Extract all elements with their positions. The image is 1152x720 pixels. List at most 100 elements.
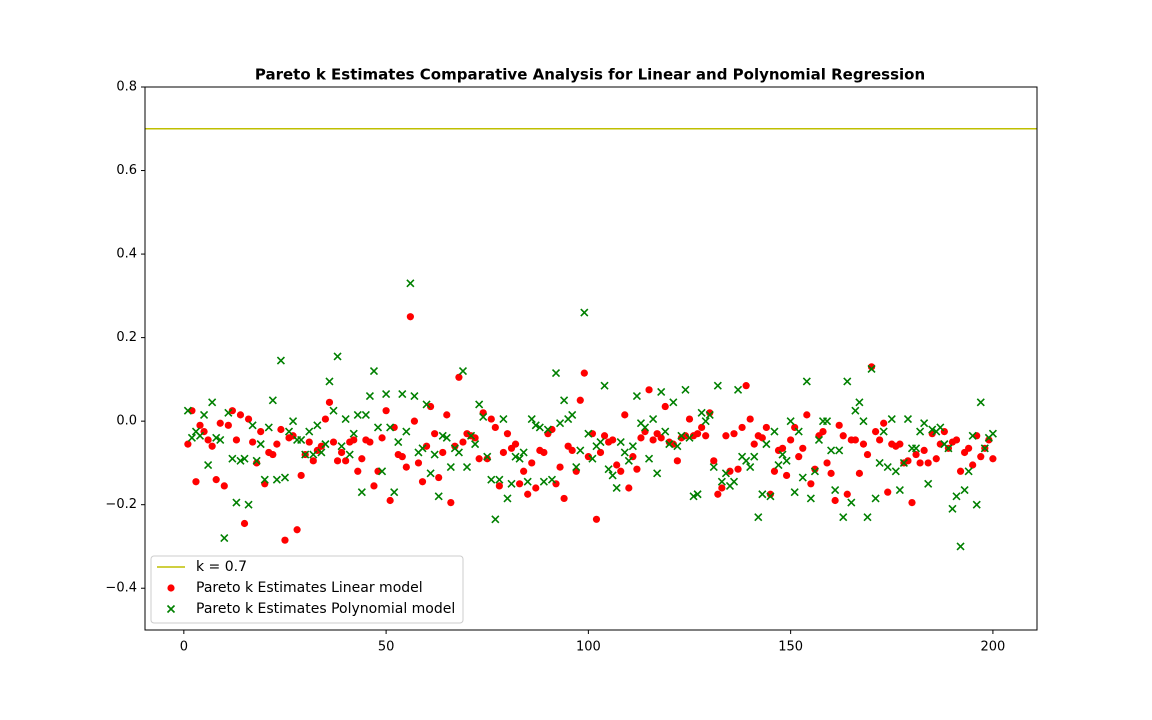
point (806, 494, 815, 503)
point (345, 450, 354, 459)
point (884, 488, 892, 496)
point (628, 442, 637, 451)
legend-label: Pareto k Estimates Polynomial model (196, 601, 455, 617)
point (839, 513, 848, 522)
point (418, 444, 427, 453)
x-tick-label: 150 (778, 640, 803, 655)
legend: k = 0.7 Pareto k Estimates Linear model Pa… (150, 555, 464, 624)
point (244, 415, 253, 423)
point (406, 313, 414, 321)
point (220, 482, 228, 490)
point (338, 448, 346, 457)
point (568, 446, 576, 454)
point (475, 400, 484, 409)
point (451, 442, 459, 450)
point (366, 438, 374, 446)
point (244, 500, 253, 509)
point (430, 450, 439, 459)
point (515, 480, 524, 488)
point (863, 450, 872, 459)
point (370, 482, 378, 490)
point (908, 499, 916, 507)
point (685, 415, 694, 423)
point (620, 448, 629, 457)
point (742, 456, 751, 465)
point (333, 457, 342, 465)
point (778, 450, 787, 459)
point (705, 410, 714, 419)
point (810, 467, 819, 476)
point (814, 435, 824, 445)
point (321, 440, 330, 449)
point (920, 419, 929, 428)
point (572, 463, 581, 472)
point (382, 407, 390, 415)
point (232, 436, 241, 444)
point (184, 440, 192, 448)
point (738, 423, 746, 432)
point (637, 434, 645, 442)
point (616, 437, 625, 447)
point (883, 463, 892, 472)
point (807, 480, 815, 488)
point (220, 534, 229, 543)
point (479, 412, 488, 422)
point (787, 436, 795, 444)
point (794, 427, 803, 436)
point (281, 536, 289, 544)
point (276, 356, 285, 365)
point (819, 427, 827, 436)
point (466, 431, 476, 440)
point (701, 417, 710, 426)
point (204, 460, 213, 470)
point (365, 392, 374, 401)
point (377, 467, 387, 476)
point (608, 471, 617, 480)
point (778, 444, 787, 452)
point (418, 478, 427, 486)
point (361, 410, 370, 419)
point (969, 461, 977, 469)
y-tick-label: −0.4 (105, 581, 137, 596)
chart-title: Pareto k Estimates Comparative Analysis … (255, 66, 925, 84)
point (216, 419, 224, 427)
point (531, 421, 540, 430)
point (673, 442, 682, 451)
point (555, 419, 565, 428)
point (249, 438, 257, 446)
point (556, 463, 564, 471)
point (431, 430, 439, 438)
point (236, 456, 245, 465)
point (831, 486, 840, 495)
point (895, 486, 904, 495)
point (721, 469, 730, 478)
point (920, 446, 928, 454)
point (439, 448, 447, 457)
point (746, 415, 754, 423)
point (297, 435, 306, 445)
point (799, 444, 807, 452)
point (212, 476, 220, 484)
point (640, 423, 650, 432)
point (811, 465, 819, 473)
point (624, 456, 633, 465)
point (733, 385, 743, 394)
point (729, 477, 739, 486)
point (438, 431, 447, 440)
point (762, 440, 771, 449)
point (633, 465, 641, 473)
point (855, 469, 864, 477)
point (875, 458, 884, 467)
point (839, 432, 847, 440)
point (827, 446, 836, 455)
point (342, 457, 350, 465)
point (673, 457, 681, 465)
point (730, 430, 738, 438)
point (560, 494, 568, 503)
point (228, 454, 237, 463)
point (528, 459, 536, 467)
point (677, 431, 686, 440)
point (782, 471, 791, 480)
point (398, 453, 406, 461)
point (264, 423, 273, 432)
